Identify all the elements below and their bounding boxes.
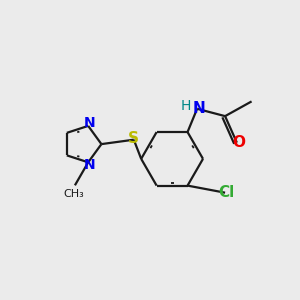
Text: N: N bbox=[192, 101, 205, 116]
Text: N: N bbox=[84, 158, 95, 172]
Text: H: H bbox=[181, 99, 191, 113]
Text: S: S bbox=[128, 131, 139, 146]
Text: O: O bbox=[232, 135, 245, 150]
Text: Cl: Cl bbox=[218, 185, 235, 200]
Text: N: N bbox=[84, 116, 95, 130]
Text: CH₃: CH₃ bbox=[63, 189, 84, 199]
